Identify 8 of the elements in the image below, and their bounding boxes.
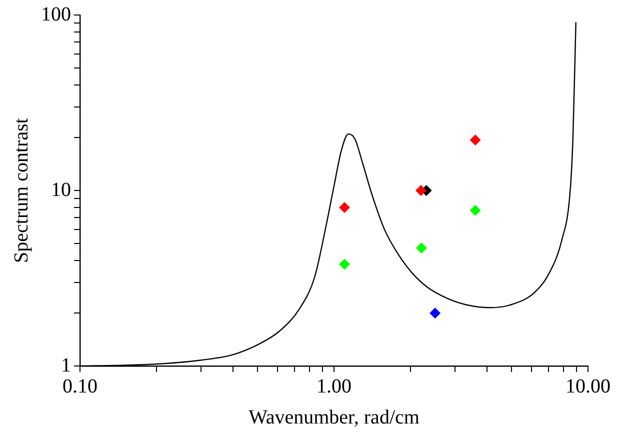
y-tick-label: 100 xyxy=(41,3,71,26)
y-tick-label: 10 xyxy=(51,178,71,201)
x-tick-label: 0.10 xyxy=(62,375,98,398)
y-tick-label: 1 xyxy=(61,354,71,376)
y-axis-title: Spectrum contrast xyxy=(10,118,32,263)
x-tick-label: 10.00 xyxy=(566,375,610,398)
x-axis-title: Wavenumber, rad/cm xyxy=(248,406,420,428)
x-tick-label: 1.00 xyxy=(316,375,352,398)
